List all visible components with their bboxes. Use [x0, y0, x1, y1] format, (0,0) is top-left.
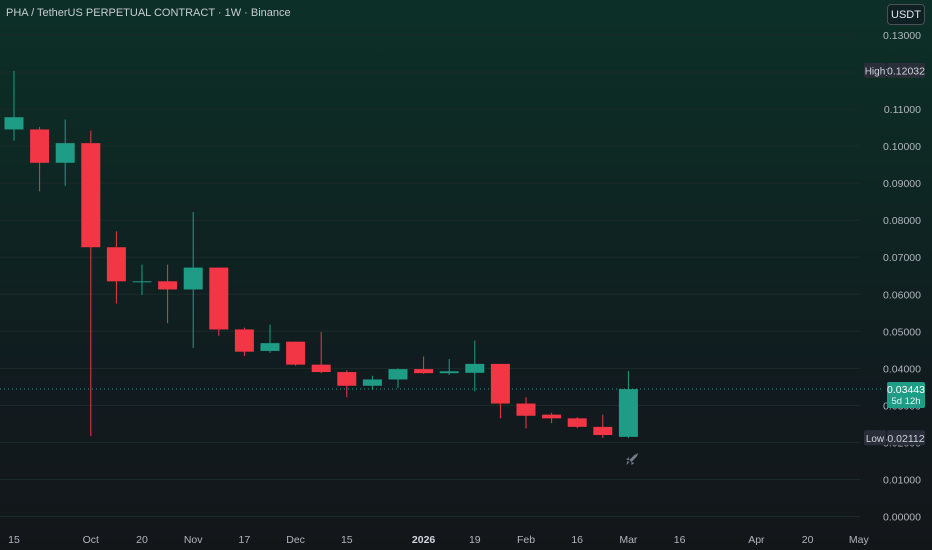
x-tick-label: 16: [674, 534, 686, 546]
candle-body: [183, 267, 203, 290]
candle: [234, 327, 254, 357]
x-axis: 15 Oct 20 Nov 17 Dec 15 2026 19 Feb 16 Mar 16 Apr 20 Ma…: [8, 534, 869, 546]
candle-body: [30, 129, 50, 163]
candle-body: [132, 281, 152, 283]
candle: [311, 332, 331, 374]
candle-body: [55, 143, 75, 163]
x-tick-label: 15: [8, 534, 20, 546]
candle-body: [106, 247, 126, 282]
x-tick-label: 20: [802, 534, 814, 546]
candle: [132, 264, 152, 296]
candle-body: [4, 117, 24, 130]
candle-body: [516, 403, 536, 416]
candle: [439, 359, 459, 376]
y-tick-label: 0.07000: [883, 252, 921, 264]
candle: [260, 324, 280, 353]
candle-body: [260, 343, 280, 351]
x-tick-label: 16: [571, 534, 583, 546]
candle-body: [388, 369, 408, 380]
currency-button[interactable]: USDT: [887, 4, 925, 25]
last-price-countdown: 5d 12h: [891, 396, 920, 407]
candle-body: [593, 426, 613, 436]
candle: [286, 341, 306, 366]
y-tick-label: 0.00000: [883, 512, 921, 524]
candle-body: [618, 389, 638, 437]
candle-body: [439, 371, 459, 374]
candle-body: [337, 372, 357, 386]
candle: [465, 340, 485, 392]
candle: [55, 119, 75, 186]
x-tick-label: 19: [469, 534, 481, 546]
x-tick-label: May: [849, 534, 870, 546]
candle: [4, 70, 24, 141]
y-tick-label: 0.09000: [883, 178, 921, 190]
y-tick-label: 0.06000: [883, 289, 921, 301]
candle: [567, 417, 587, 429]
candle-body: [490, 363, 510, 404]
candle-body: [362, 379, 382, 386]
price-tag-label: High: [865, 66, 886, 77]
candles: [4, 70, 638, 438]
candle-body: [286, 341, 306, 365]
candle-body: [158, 281, 178, 290]
candle: [388, 368, 408, 388]
rocket-icon[interactable]: [626, 453, 639, 465]
candle-body: [209, 267, 229, 330]
candle-body: [414, 369, 434, 374]
x-tick-label: Mar: [619, 534, 638, 546]
price-tag-label: Low: [866, 434, 885, 445]
price-tag-value: 0.12032: [887, 65, 925, 77]
candle: [106, 231, 126, 304]
y-tick-label: 0.04000: [883, 363, 921, 375]
candle: [183, 212, 203, 348]
candle: [209, 267, 229, 336]
x-tick-label: 2026: [412, 534, 436, 546]
last-price-value: 0.03443: [887, 384, 925, 396]
price-tag-value-bg: [887, 62, 925, 78]
grid-lines: [0, 34, 860, 517]
y-tick-label: 0.10000: [883, 141, 921, 153]
candle: [337, 370, 357, 398]
candle: [593, 414, 613, 438]
y-axis: 0.130000.120000.110000.100000.090000.080…: [883, 30, 921, 523]
rocket-icon-shape: [626, 453, 639, 465]
candle: [490, 363, 510, 419]
candle-body: [311, 364, 331, 373]
x-tick-label: 20: [136, 534, 148, 546]
x-tick-label: 15: [341, 534, 353, 546]
candle-body: [567, 418, 587, 427]
y-tick-label: 0.13000: [883, 30, 921, 42]
x-tick-label: Dec: [286, 534, 305, 546]
candle: [362, 375, 382, 390]
y-tick-label: 0.05000: [883, 326, 921, 338]
y-tick-label: 0.08000: [883, 215, 921, 227]
candle: [516, 397, 536, 429]
candle-body: [81, 143, 101, 248]
candle-body: [465, 363, 485, 373]
x-tick-label: Nov: [184, 534, 203, 546]
price-tag-value-bg: [887, 430, 925, 446]
candle: [618, 370, 638, 438]
x-tick-label: 17: [239, 534, 251, 546]
candle-body: [234, 329, 254, 352]
candle-body: [542, 414, 562, 419]
candle: [414, 356, 434, 374]
candle: [81, 130, 101, 437]
price-tag-label-bg: [864, 62, 886, 78]
last-price-tag: [887, 381, 925, 408]
x-tick-label: Apr: [748, 534, 765, 546]
candle: [542, 412, 562, 424]
y-tick-label: 0.01000: [883, 474, 921, 486]
candle: [30, 126, 50, 192]
chart-title: PHA / TetherUS PERPETUAL CONTRACT · 1W ·…: [6, 7, 291, 19]
price-tag-label-bg: [864, 430, 886, 446]
candle: [158, 264, 178, 324]
x-tick-label: Oct: [83, 534, 99, 546]
x-tick-label: Feb: [517, 534, 535, 546]
y-tick-label: 0.11000: [884, 104, 921, 116]
price-tag-value: 0.02112: [887, 433, 924, 445]
